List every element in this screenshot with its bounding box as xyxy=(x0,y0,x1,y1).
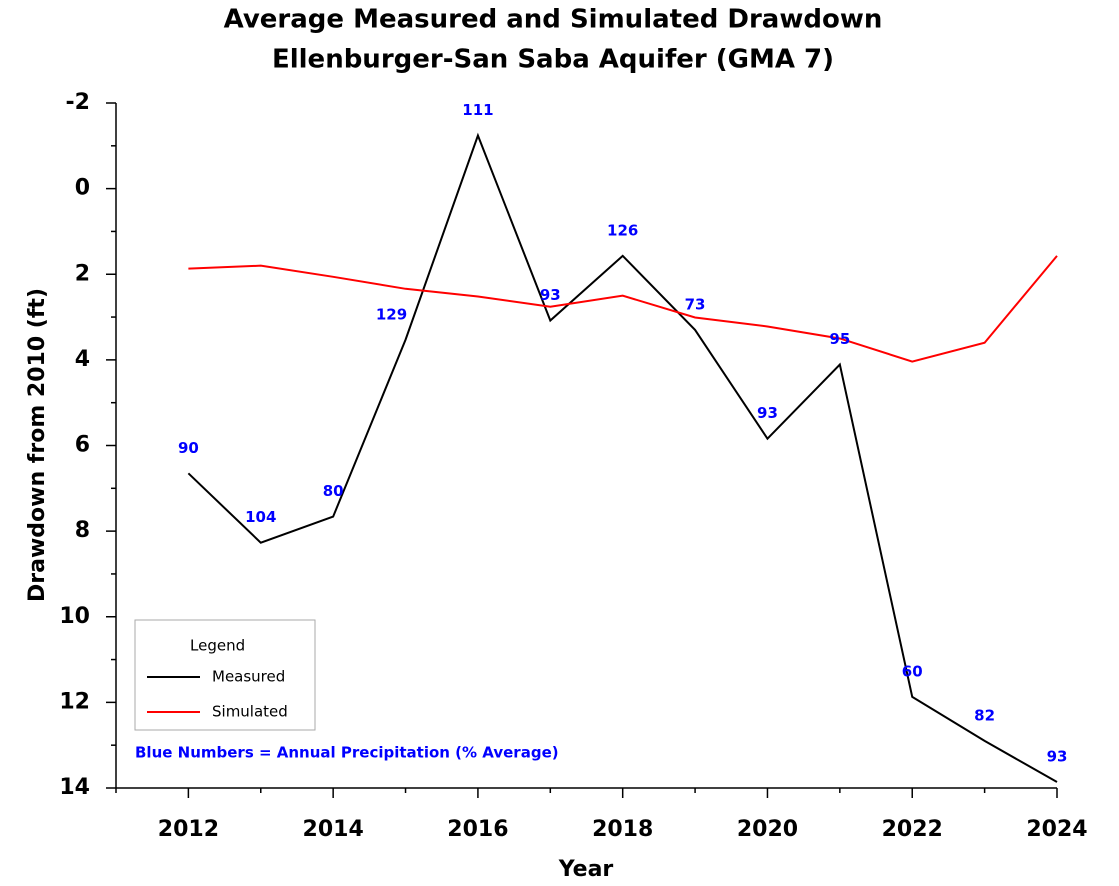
y-tick-label: 12 xyxy=(59,689,90,714)
x-tick-label: 2018 xyxy=(592,817,653,842)
precipitation-label: 73 xyxy=(685,295,706,313)
y-tick-label: -2 xyxy=(66,90,90,115)
precipitation-label: 93 xyxy=(540,286,561,304)
y-tick-label: 2 xyxy=(75,261,90,286)
legend-label: Measured xyxy=(212,668,285,686)
x-axis-label: Year xyxy=(558,857,614,882)
x-tick-label: 2024 xyxy=(1026,817,1087,842)
note: Blue Numbers = Annual Precipitation (% A… xyxy=(135,744,559,762)
y-axis-label: Drawdown from 2010 (ft) xyxy=(25,288,50,602)
precipitation-label: 60 xyxy=(902,662,923,680)
series-line xyxy=(187,132,1058,783)
precipitation-label: 95 xyxy=(829,330,850,348)
x-tick-label: 2020 xyxy=(737,817,798,842)
precipitation-label: 111 xyxy=(462,101,493,119)
chart-subtitle: Ellenburger-San Saba Aquifer (GMA 7) xyxy=(272,45,834,75)
y-tick-label: 4 xyxy=(75,347,90,372)
x-tick-label: 2014 xyxy=(303,817,364,842)
precipitation-label: 80 xyxy=(323,482,344,500)
x-tick-label: 2016 xyxy=(447,817,508,842)
legend-label: Simulated xyxy=(212,703,288,721)
legend-title: Legend xyxy=(190,637,245,655)
x-tick-label: 2022 xyxy=(882,817,943,842)
precipitation-label: 126 xyxy=(607,221,638,239)
precipitation-label: 129 xyxy=(376,305,407,323)
y-tick-label: 10 xyxy=(59,604,90,629)
y-tick-label: 14 xyxy=(59,775,90,800)
series-line xyxy=(188,255,1058,363)
precipitation-label: 90 xyxy=(178,439,199,457)
y-tick-label: 6 xyxy=(75,433,90,458)
precipitation-label: 104 xyxy=(245,508,276,526)
y-tick-label: 8 xyxy=(75,518,90,543)
precipitation-label: 93 xyxy=(1047,748,1068,766)
y-tick-label: 0 xyxy=(75,176,90,201)
chart-title: Average Measured and Simulated Drawdown xyxy=(224,5,883,35)
x-tick-label: 2012 xyxy=(158,817,219,842)
precipitation-label: 93 xyxy=(757,404,778,422)
precipitation-label: 82 xyxy=(974,706,995,724)
